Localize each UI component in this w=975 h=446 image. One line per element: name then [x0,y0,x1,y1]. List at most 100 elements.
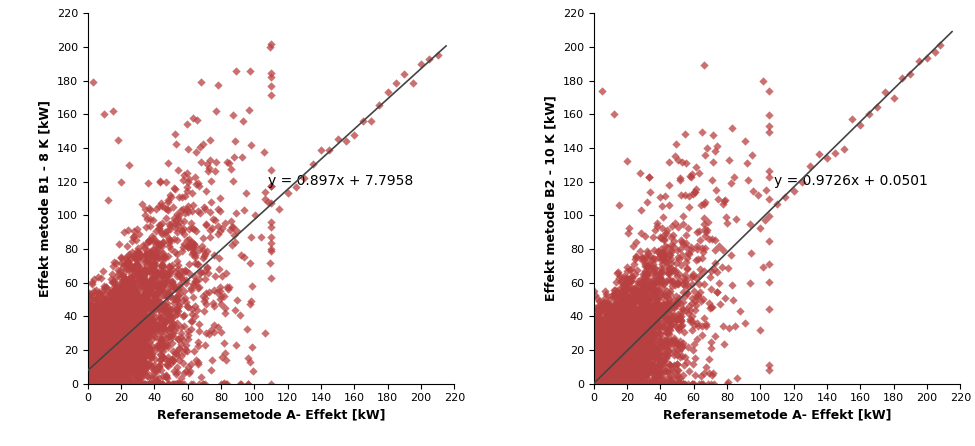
Point [131,300,146,307]
Point [586,376,602,383]
Point [83,347,98,354]
Point [703,344,719,351]
Point [603,353,618,360]
Point [604,369,620,376]
Point [113,350,129,357]
Point [83,334,98,341]
Point [612,380,628,387]
Point [598,380,613,387]
Point [87,349,102,356]
Point [593,380,608,387]
Point [102,314,118,321]
Point [602,351,617,359]
Point [118,334,134,341]
Point [595,369,610,376]
Point [81,334,97,341]
Point [640,380,655,387]
Point [590,363,605,370]
Point [92,354,107,361]
Point [139,334,155,341]
Point [94,368,109,375]
Point [151,306,167,314]
Point [599,380,614,387]
Point [588,380,604,387]
Point [597,372,612,380]
Point [637,353,652,360]
Point [588,354,604,361]
Point [587,350,603,357]
Point [625,295,641,302]
Point [124,302,139,310]
Point [116,312,132,319]
Point [84,375,99,382]
Point [604,360,619,368]
Point [88,380,103,387]
Point [608,380,624,387]
Point [660,375,676,382]
Point [115,369,131,376]
Point [92,347,107,355]
Point [605,371,621,378]
Point [114,352,130,359]
Point [599,355,614,362]
Point [597,333,612,340]
Point [623,348,639,355]
Point [644,357,660,364]
Point [597,380,612,387]
Point [604,376,619,383]
Point [588,380,604,387]
Point [83,380,98,387]
Point [612,380,628,387]
Point [90,331,105,338]
Point [129,279,144,286]
Point [92,380,107,387]
Point [87,350,102,357]
Point [621,380,637,387]
Point [82,380,98,387]
Point [184,245,200,252]
Point [616,380,632,387]
Point [589,380,604,387]
Point [86,349,101,356]
Point [620,334,636,341]
Point [595,380,610,387]
Point [87,343,102,350]
Point [624,333,640,340]
Point [596,335,611,343]
Point [609,380,625,387]
Point [103,355,119,362]
Point [165,333,180,340]
Point [589,352,604,359]
Point [82,368,98,375]
Point [80,355,96,363]
Point [619,348,635,355]
Point [614,380,630,387]
Point [110,339,126,346]
Point [627,320,643,327]
Point [95,344,110,351]
Point [611,330,627,337]
Point [602,380,617,387]
Point [95,355,110,362]
Point [604,342,619,349]
Point [105,262,121,269]
Point [587,380,603,387]
Point [84,377,99,384]
Point [120,357,136,364]
Point [628,289,644,296]
Point [615,370,631,377]
Point [83,380,98,387]
Point [88,359,103,367]
Point [602,380,617,387]
Point [593,355,608,362]
Point [100,362,116,369]
Point [642,341,657,348]
Point [84,342,99,349]
Point [82,357,98,364]
Point [588,380,604,387]
Point [85,351,100,358]
Point [88,380,103,387]
Point [95,321,110,328]
Point [769,200,785,207]
Point [104,313,120,320]
